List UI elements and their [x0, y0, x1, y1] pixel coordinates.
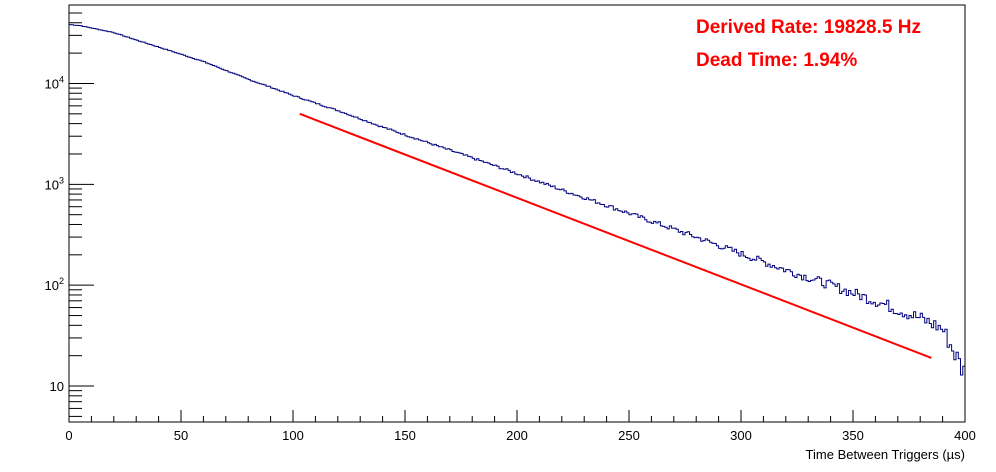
x-tick-label: 350 [842, 428, 864, 443]
dead-time-annotation: Dead Time: 1.94% [696, 50, 857, 71]
derived-rate-annotation: Derived Rate: 19828.5 Hz [696, 17, 921, 38]
x-axis: 0 50 100 150 200 250 300 350 400 [65, 410, 976, 443]
x-tick-label: 100 [282, 428, 304, 443]
histogram-series [69, 24, 965, 376]
x-tick-label: 150 [394, 428, 416, 443]
x-axis-title: Time Between Triggers (µs) [806, 447, 965, 462]
y-tick-label: 102 [45, 276, 64, 293]
x-tick-label: 50 [174, 428, 188, 443]
x-tick-label: 200 [506, 428, 528, 443]
y-axis: 10 102 103 104 [45, 4, 94, 417]
fit-line [299, 112, 932, 359]
x-tick-label: 300 [730, 428, 752, 443]
y-tick-label: 10 [50, 379, 64, 394]
y-tick-label: 104 [45, 74, 64, 91]
x-tick-label: 0 [65, 428, 72, 443]
y-tick-label: 103 [45, 175, 64, 192]
x-tick-label: 400 [954, 428, 976, 443]
x-tick-label: 250 [618, 428, 640, 443]
